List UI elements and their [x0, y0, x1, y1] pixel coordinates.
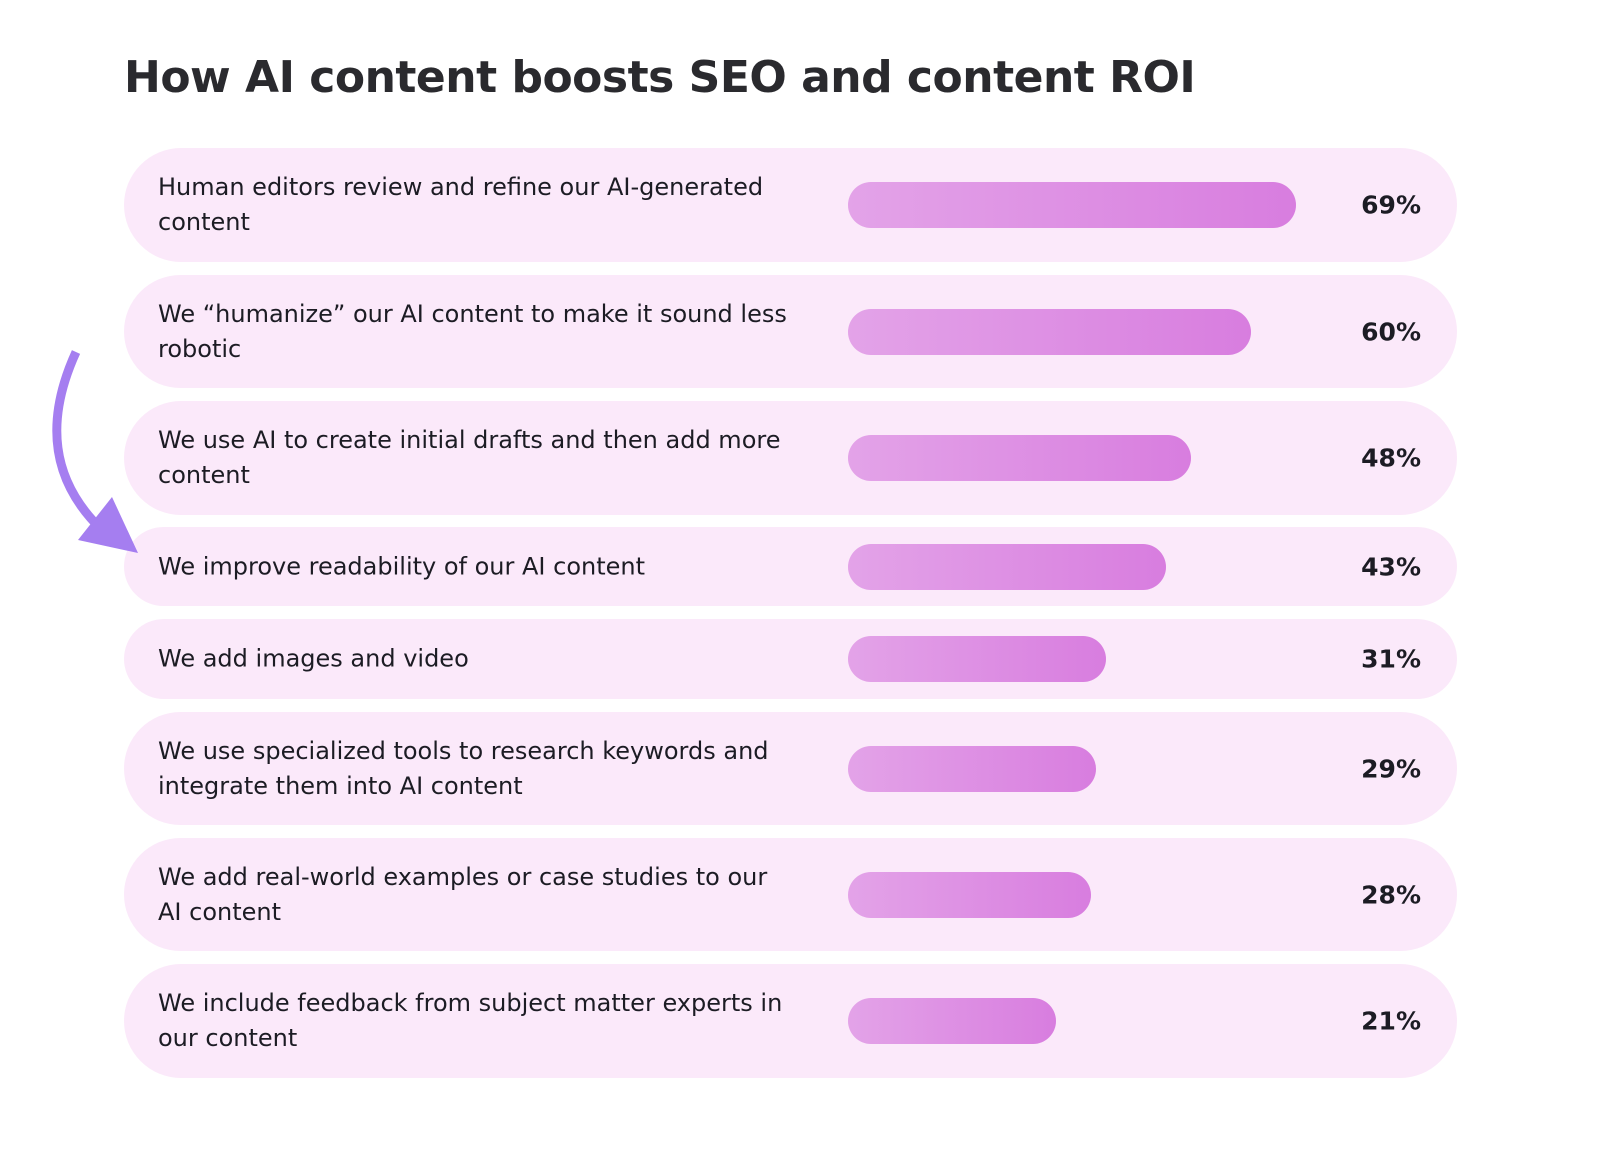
bar-row: We include feedback from subject matter …	[124, 964, 1457, 1078]
bar	[848, 998, 1056, 1044]
value-label: 28%	[1361, 880, 1421, 909]
value-label: 21%	[1361, 1006, 1421, 1036]
category-label: We include feedback from subject matter …	[158, 989, 783, 1052]
bar-row: We use specialized tools to research key…	[124, 712, 1457, 825]
category-label: We use AI to create initial drafts and t…	[158, 426, 781, 489]
value-label: 29%	[1361, 754, 1421, 783]
value-label: 31%	[1361, 644, 1421, 674]
bar-row: We add images and video 31%	[124, 619, 1457, 699]
category-label: We add real-world examples or case studi…	[158, 862, 768, 926]
category-label: Human editors review and refine our AI-g…	[158, 173, 764, 236]
bar-row: We improve readability of our AI content…	[124, 527, 1457, 606]
value-label: 43%	[1361, 552, 1421, 581]
highlight-arrow-icon	[52, 350, 138, 553]
bar	[848, 871, 1091, 918]
bar-row: We add real-world examples or case studi…	[124, 838, 1457, 951]
category-label: We use specialized tools to research key…	[158, 736, 769, 800]
value-label: 60%	[1361, 317, 1421, 346]
value-label: 69%	[1361, 190, 1421, 220]
bar	[848, 308, 1251, 355]
bar-row: We “humanize” our AI content to make it …	[124, 275, 1457, 388]
category-label: We improve readability of our AI content	[158, 552, 646, 580]
bar	[848, 543, 1166, 590]
bar	[848, 745, 1096, 792]
bar	[848, 435, 1191, 481]
chart-title: How AI content boosts SEO and content RO…	[124, 52, 1196, 103]
bar	[848, 182, 1296, 228]
bar	[848, 636, 1106, 682]
value-label: 48%	[1361, 443, 1421, 473]
bar-row: Human editors review and refine our AI-g…	[124, 148, 1457, 262]
bar-row: We use AI to create initial drafts and t…	[124, 401, 1457, 515]
category-label: We add images and video	[158, 644, 469, 673]
category-label: We “humanize” our AI content to make it …	[158, 299, 787, 363]
